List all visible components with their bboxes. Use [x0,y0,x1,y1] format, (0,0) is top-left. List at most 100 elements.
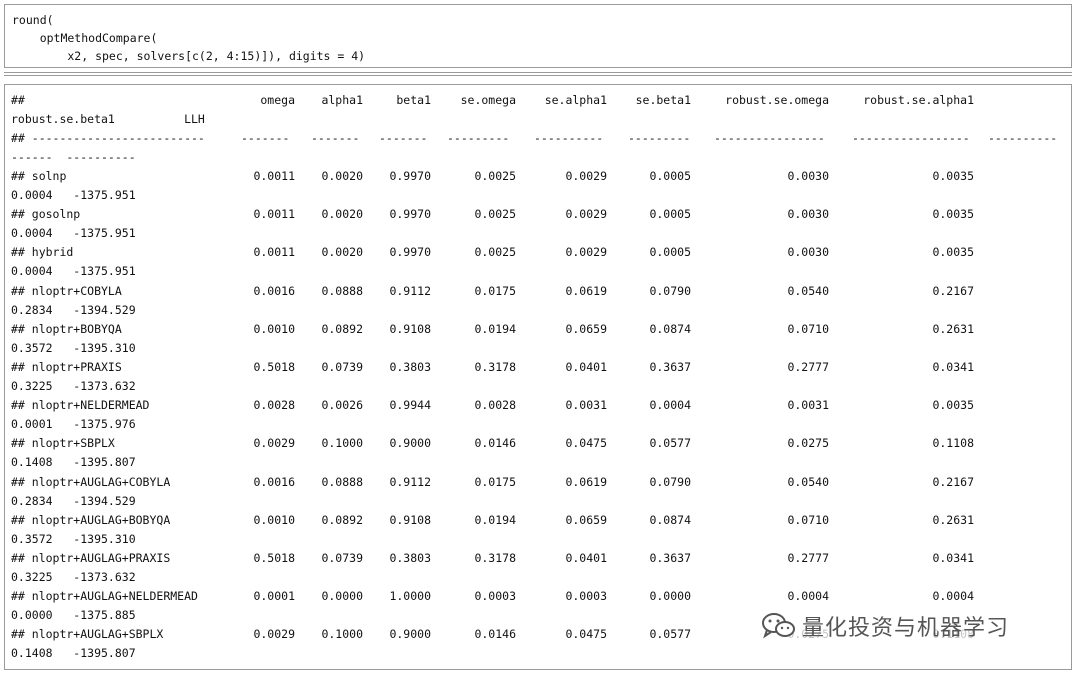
column-header: robust.se.omega [725,93,829,107]
code-line: round( [12,13,54,27]
table-cell: 0.0028 [253,398,295,413]
table-cell: 0.0029 [253,627,295,642]
table-cell: 0.0540 [787,283,829,298]
table-cell: 0.0010 [253,321,295,336]
row-wrap-line: 0.1408 -1395.807 [11,646,136,661]
table-cell: 0.0026 [321,398,363,413]
table-cell: 0.0710 [787,321,829,336]
table-cell: 0.0659 [565,321,607,336]
table-cell: 0.0031 [565,398,607,413]
table-cell: 0.0888 [321,474,363,489]
watermark-text: 量化投资与机器学习 [802,616,1010,641]
table-cell: 0.0577 [649,436,691,451]
column-header: se.alpha1 [544,93,607,107]
table-cell: 0.0020 [321,245,363,260]
table-cell: 0.0025 [474,169,516,183]
table-cell: 0.0577 [649,627,691,642]
row-label: ## nloptr+PRAXIS [11,360,122,374]
separator-dashes: ---------- [988,131,1058,145]
row-wrap-line: 0.3225 -1373.632 [11,570,136,584]
table-cell: 0.9970 [389,169,431,183]
table-cell: 0.0874 [649,512,691,527]
table-cell: 0.0892 [321,321,363,336]
row-wrap-line: 0.3572 -1395.310 [11,531,136,546]
table-cell: 0.0030 [787,169,829,183]
output-cell: ## omega alpha1 beta1 se.omega se.alpha1 se.be… [4,84,1072,670]
table-cell: 0.0030 [787,245,829,260]
table-cell: 0.9108 [389,321,431,336]
row-wrap-line: 0.0000 -1375.885 [11,608,136,623]
row-label: ## nloptr+AUGLAG+BOBYQA [11,512,171,527]
row-label: ## nloptr+SBPLX [11,436,115,451]
column-header: alpha1 [321,93,363,107]
table-cell: 0.0790 [649,283,691,298]
row-label: ## gosolnp [11,207,81,222]
table-cell: 0.5018 [253,551,295,565]
row-wrap-line: 0.1408 -1395.807 [11,455,136,470]
table-cell: 0.0029 [565,169,607,183]
table-cell: 0.3637 [649,551,691,565]
table-cell: 0.9000 [389,627,431,642]
separator-dashes: ## ------------------------- [11,131,205,145]
separator-dashes: ------- [241,131,290,145]
table-cell: 0.0016 [253,283,295,298]
table-cell: 0.0011 [253,207,295,222]
separator-dashes: ---------------- [714,131,825,145]
table-cell: 0.2777 [787,360,829,374]
table-cell: 0.0475 [565,627,607,642]
table-cell: 0.3803 [389,551,431,565]
table-cell: 0.0004 [932,589,974,604]
table-cell: 0.0790 [649,474,691,489]
table-cell: 0.0005 [649,207,691,222]
table-cell: 0.0874 [649,321,691,336]
table-cell: 0.0000 [321,589,363,604]
separator-dashes: --------- [628,131,691,145]
row-wrap-line: 0.0004 -1375.951 [11,264,136,279]
table-cell: 0.0000 [649,589,691,604]
table-cell: 0.9108 [389,512,431,527]
separator-dashes: --------- [447,131,510,145]
table-cell: 0.2631 [932,321,974,336]
table-cell: 0.3637 [649,360,691,374]
table-cell: 0.0475 [565,436,607,451]
table-cell: 0.2777 [787,551,829,565]
table-cell: 0.0029 [253,436,295,451]
table-cell: 0.9944 [389,398,431,413]
table-cell: 0.1000 [321,627,363,642]
table-cell: 0.0020 [321,169,363,183]
table-cell: 0.3178 [474,551,516,565]
row-label: ## nloptr+NELDERMEAD [11,398,150,413]
table-cell: 0.0005 [649,169,691,183]
table-cell: 0.0029 [565,207,607,222]
table-cell: 0.2167 [932,474,974,489]
row-label: ## nloptr+BOBYQA [11,321,122,336]
table-cell: 0.0710 [787,512,829,527]
table-cell: 0.9000 [389,436,431,451]
row-label: ## hybrid [11,245,74,260]
cell-divider [4,75,1072,76]
code-cell[interactable]: round( optMethodCompare( x2, spec, solve… [4,4,1072,68]
code-line: x2, spec, solvers[c(2, 4:15)]), digits =… [12,49,366,63]
header-wrap-line: robust.se.beta1 LLH [11,112,205,126]
separator-dashes: ------- [379,131,428,145]
table-cell: 0.0035 [932,398,974,413]
table-cell: 0.0175 [474,474,516,489]
table-cell: 0.0888 [321,283,363,298]
table-cell: 0.0194 [474,321,516,336]
wechat-icon [760,611,798,641]
table-cell: 0.0035 [932,207,974,222]
row-label: ## nloptr+AUGLAG+COBYLA [11,474,171,489]
table-cell: 0.2167 [932,283,974,298]
watermark: 量化投资与机器学习 [760,609,1010,643]
table-cell: 0.3803 [389,360,431,374]
table-cell: 0.1000 [321,436,363,451]
table-cell: 0.0146 [474,627,516,642]
row-wrap-line: 0.0001 -1375.976 [11,417,136,432]
row-label: ## nloptr+AUGLAG+PRAXIS [11,551,171,565]
table-cell: 0.0004 [787,589,829,604]
separator-dashes: ---------- [534,131,604,145]
table-cell: 0.0619 [565,474,607,489]
column-header: se.beta1 [635,93,691,107]
row-wrap-line: 0.3225 -1373.632 [11,379,136,393]
table-cell: 0.0001 [253,589,295,604]
